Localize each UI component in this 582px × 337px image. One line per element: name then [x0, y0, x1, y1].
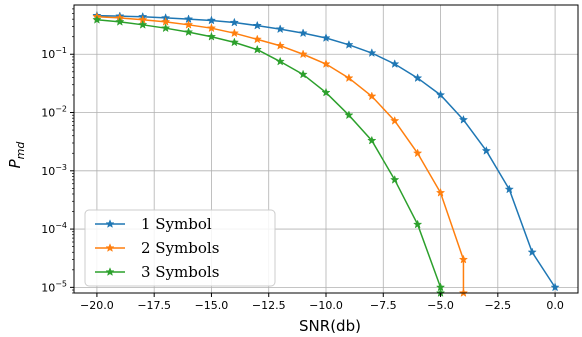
x-tick-label: −10.0: [309, 299, 343, 312]
data-point: [412, 219, 423, 229]
data-point: [435, 187, 446, 197]
data-point: [550, 282, 560, 292]
data-point: [527, 247, 537, 257]
ticks: −20.0 −17.5 −15.0 −12.5 −10.0 −7.5 −5.0 −2.5 0.0…: [41, 8, 564, 312]
series-2: [92, 11, 469, 297]
series-line: [96, 16, 465, 293]
legend: 1 Symbol 2 Symbols 3 Symbols: [84, 209, 276, 287]
x-tick-label: −15.0: [195, 299, 229, 312]
x-tick-label: −20.0: [80, 299, 114, 312]
data-point: [252, 20, 262, 30]
data-point: [344, 73, 354, 83]
x-tick-label: 0.0: [546, 299, 564, 312]
data-point: [390, 59, 400, 68]
data-point: [458, 114, 469, 124]
legend-marker: [105, 267, 115, 276]
data-point: [321, 87, 331, 97]
y-tick-label: 10−3: [41, 163, 67, 178]
legend-label: 2 Symbols: [141, 239, 219, 257]
data-point: [229, 37, 240, 47]
y-tick-label: 10−4: [41, 221, 67, 236]
grid: [74, 5, 578, 293]
data-point: [206, 23, 217, 33]
x-tick-label: −2.5: [484, 299, 511, 312]
data-point: [344, 110, 354, 120]
data-point: [458, 254, 469, 264]
data-point: [435, 90, 446, 99]
data-point: [92, 14, 102, 24]
legend-marker: [105, 219, 115, 228]
legend-item: 1 Symbol: [95, 215, 212, 233]
legend-item: 3 Symbols: [95, 263, 219, 281]
legend-label: 3 Symbols: [141, 263, 219, 281]
x-tick-label: −17.5: [137, 299, 171, 312]
data-point: [160, 23, 171, 33]
y-axis-label: Pmd: [6, 141, 27, 169]
x-tick-label: −7.5: [370, 299, 397, 312]
data-point: [344, 39, 354, 49]
data-point: [367, 48, 377, 57]
y-axis-label-main: P: [6, 158, 24, 168]
data-point: [275, 56, 285, 66]
data-point: [481, 145, 492, 155]
data-point: [206, 31, 217, 41]
data-point: [390, 174, 400, 184]
data-point: [367, 135, 377, 145]
data-point: [412, 148, 423, 158]
data-point: [229, 17, 240, 27]
y-tick-label: 10−2: [41, 105, 67, 120]
data-point: [321, 33, 331, 42]
y-tick-label: 10−1: [41, 46, 67, 61]
data-point: [206, 15, 217, 25]
data-point: [183, 19, 194, 29]
legend-item: 2 Symbols: [95, 239, 219, 257]
x-tick-label: −12.5: [252, 299, 286, 312]
y-axis-label-sub: md: [14, 141, 27, 160]
data-point: [298, 28, 308, 38]
legend-label: 1 Symbol: [141, 215, 212, 233]
data-point: [390, 115, 400, 125]
data-point: [298, 69, 308, 79]
data-point: [367, 91, 377, 101]
data-point: [275, 40, 285, 50]
data-point: [412, 73, 423, 83]
data-point: [252, 34, 262, 44]
x-axis-label: SNR(db): [299, 317, 361, 335]
legend-box: [84, 209, 276, 287]
data-point: [229, 28, 240, 38]
legend-marker: [105, 243, 115, 252]
data-point: [321, 59, 331, 68]
series-3: [92, 14, 446, 297]
series-layer: [92, 10, 560, 297]
data-point: [298, 49, 308, 59]
data-point: [504, 184, 514, 194]
data-point: [252, 44, 262, 54]
data-point: [275, 24, 285, 34]
y-tick-label: 10−5: [41, 279, 67, 294]
x-tick-label: −5.0: [427, 299, 454, 312]
data-point: [115, 16, 125, 26]
data-point: [183, 27, 194, 37]
data-point: [138, 19, 148, 29]
